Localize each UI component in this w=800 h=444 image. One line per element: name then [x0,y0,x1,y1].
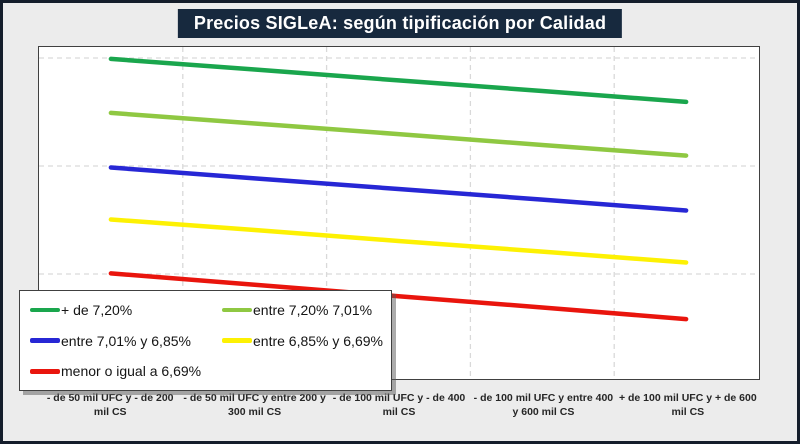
x-axis-label: - de 100 mil UFC y - de 400 mil CS [332,392,466,419]
legend-item: entre 7,01% y 6,85% [30,327,222,355]
legend-line-swatch-icon [222,307,252,312]
legend-line-swatch-icon [30,307,60,312]
legend-item: entre 7,20% 7,01% [222,296,387,324]
x-axis-label: + de 100 mil UFC y + de 600 mil CS [618,392,757,419]
x-axis-label: - de 50 mil UFC y - de 200 mil CS [46,392,174,419]
legend-item-label: entre 7,01% y 6,85% [61,332,191,349]
legend-line-swatch-icon [30,338,60,343]
legend-item: entre 6,85% y 6,69% [222,327,387,355]
series-line-4 [108,217,689,265]
series-line-3 [108,165,689,213]
legend-line-swatch-icon [30,369,60,374]
legend-item: menor o igual a 6,69% [30,357,222,385]
legend: + de 7,20% entre 7,20% 7,01% entre 7,01%… [19,290,392,391]
legend-item-label: entre 7,20% 7,01% [253,301,373,318]
legend-line-swatch-icon [222,338,252,343]
legend-item-label: menor o igual a 6,69% [61,363,202,380]
series-line-2 [108,110,689,158]
x-axis: - de 50 mil UFC y - de 200 mil CS - de 5… [38,391,760,419]
x-axis-label: - de 50 mil UFC y entre 200 y 300 mil CS [183,392,326,419]
legend-item-label: entre 6,85% y 6,69% [253,332,383,349]
series-line-5 [108,271,689,322]
legend-item-label: + de 7,20% [61,301,133,318]
series-line-1 [108,56,689,105]
chart-canvas [39,47,758,378]
x-axis-label: - de 100 mil UFC y entre 400 y 600 mil C… [473,392,614,419]
legend-item: + de 7,20% [30,296,222,324]
chart-title: Precios SIGLeA: según tipificación por C… [177,9,623,38]
